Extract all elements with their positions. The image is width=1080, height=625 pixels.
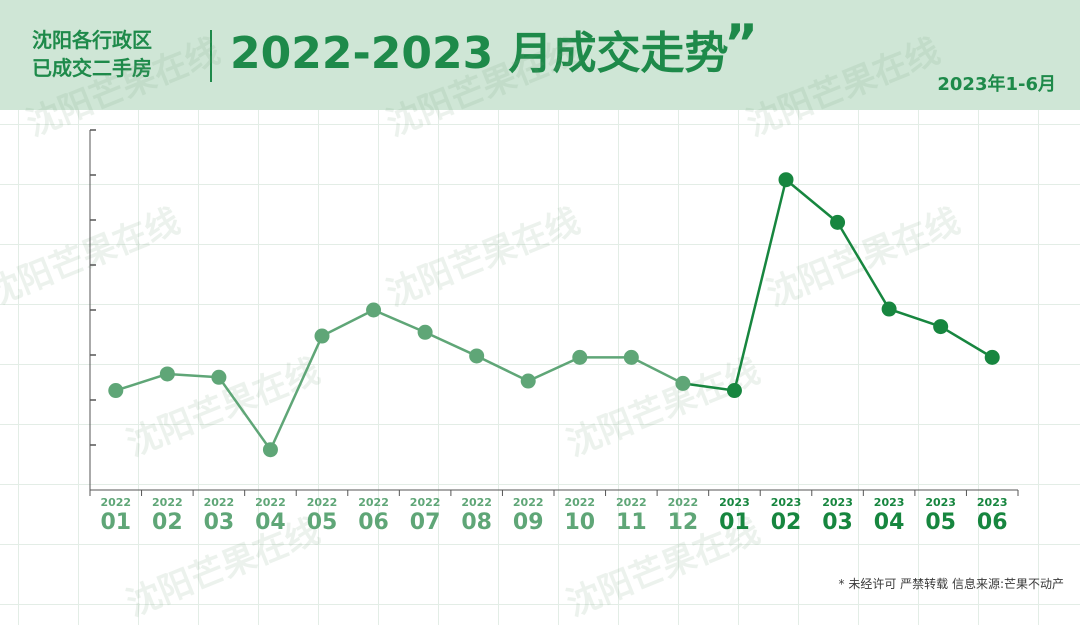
x-tick-month-label: 12 <box>668 510 699 535</box>
header-band <box>0 0 1080 110</box>
data-point <box>469 348 485 364</box>
x-tick-year-label: 2022 <box>564 496 595 509</box>
title-quote-mark: ” <box>724 14 759 74</box>
x-tick-year-label: 2023 <box>925 496 956 509</box>
data-point <box>778 172 794 188</box>
series-line-segment <box>682 382 735 392</box>
series-line-segment <box>940 325 993 359</box>
data-point <box>675 375 691 391</box>
x-tick-year-label: 2023 <box>822 496 853 509</box>
series-line-segment <box>373 308 426 334</box>
x-tick-month-label: 11 <box>616 510 647 535</box>
x-tick-year-label: 2023 <box>771 496 802 509</box>
series-line-segment <box>888 307 942 328</box>
x-tick-year-label: 2022 <box>616 496 647 509</box>
x-tick-year-label: 2022 <box>100 496 131 509</box>
data-point <box>881 301 897 317</box>
data-point <box>159 366 175 382</box>
x-tick-year-label: 2022 <box>668 496 699 509</box>
x-tick-year-label: 2023 <box>719 496 750 509</box>
chart-subject: 沈阳各行政区 已成交二手房 <box>32 26 208 82</box>
series-line-segment <box>167 372 219 379</box>
data-point <box>417 324 433 340</box>
x-tick-month-label: 01 <box>719 510 750 535</box>
series-line-segment <box>836 221 891 310</box>
x-tick-year-label: 2022 <box>358 496 389 509</box>
x-tick-month-label: 06 <box>358 510 389 535</box>
data-point <box>366 302 382 318</box>
x-tick-month-label: 03 <box>204 510 235 535</box>
series-line-segment <box>733 179 788 391</box>
x-tick-year-label: 2022 <box>204 496 235 509</box>
header-divider <box>210 30 212 82</box>
data-point <box>830 214 846 230</box>
x-tick-year-label: 2022 <box>513 496 544 509</box>
subject-line-1: 沈阳各行政区 <box>32 28 152 52</box>
data-point <box>108 383 124 399</box>
series-line-segment <box>217 376 272 451</box>
x-tick-month-label: 07 <box>410 510 441 535</box>
x-tick-month-label: 04 <box>874 510 905 535</box>
series-line-segment <box>785 178 839 224</box>
x-tick-month-label: 03 <box>822 510 853 535</box>
x-tick-month-label: 01 <box>100 510 131 535</box>
x-tick-month-label: 05 <box>307 510 338 535</box>
series-line-segment <box>115 372 168 392</box>
x-tick-month-label: 06 <box>977 510 1008 535</box>
x-tick-month-label: 10 <box>564 510 595 535</box>
data-point <box>933 319 949 335</box>
series-line-segment <box>424 331 478 358</box>
x-tick-year-label: 2022 <box>410 496 441 509</box>
chart-title: 2022-2023 月成交走势 <box>230 28 729 79</box>
x-tick-year-label: 2022 <box>461 496 492 509</box>
data-point <box>211 369 227 385</box>
data-point <box>984 349 1000 365</box>
period-label: 2023年1-6月 <box>937 74 1056 95</box>
data-point <box>314 328 330 344</box>
x-tick-year-label: 2022 <box>307 496 338 509</box>
series-line-segment <box>527 356 581 383</box>
footer-note: * 未经许可 严禁转载 信息来源:芒果不动产 <box>838 577 1065 591</box>
series-line-segment <box>321 308 375 338</box>
data-point <box>520 373 536 389</box>
x-tick-month-label: 04 <box>255 510 286 535</box>
series-line-segment <box>630 356 684 385</box>
subject-line-2: 已成交二手房 <box>32 56 152 80</box>
line-chart: 2022012022022022032022042022052022062022… <box>89 129 1019 535</box>
x-tick-month-label: 09 <box>513 510 544 535</box>
data-point <box>262 442 278 458</box>
series-line-segment <box>476 354 529 383</box>
x-tick-year-label: 2023 <box>977 496 1008 509</box>
x-tick-year-label: 2023 <box>874 496 905 509</box>
x-tick-month-label: 08 <box>461 510 492 535</box>
x-tick-year-label: 2022 <box>152 496 183 509</box>
series-line-segment <box>269 335 324 451</box>
data-point <box>572 349 588 365</box>
x-tick-month-label: 02 <box>771 510 802 535</box>
x-tick-month-label: 02 <box>152 510 183 535</box>
x-tick-month-label: 05 <box>925 510 956 535</box>
data-point <box>726 383 742 399</box>
data-point <box>623 349 639 365</box>
x-tick-year-label: 2022 <box>255 496 286 509</box>
